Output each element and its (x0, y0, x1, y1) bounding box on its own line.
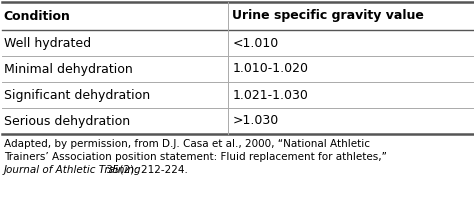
Text: >1.030: >1.030 (232, 115, 279, 127)
Text: Well hydrated: Well hydrated (4, 37, 91, 50)
Text: Adapted, by permission, from D.J. Casa et al., 2000, “National Athletic: Adapted, by permission, from D.J. Casa e… (4, 139, 370, 149)
Bar (2, 82, 473, 108)
Text: 35(2): 212-224.: 35(2): 212-224. (103, 165, 188, 175)
Text: Journal of Athletic Training: Journal of Athletic Training (4, 165, 141, 175)
Bar (2, 108, 473, 134)
Text: Significant dehydration: Significant dehydration (4, 88, 150, 102)
Text: 1.021-1.030: 1.021-1.030 (232, 88, 308, 102)
Text: Trainers’ Association position statement: Fluid replacement for athletes,”: Trainers’ Association position statement… (4, 152, 387, 162)
Text: 1.010-1.020: 1.010-1.020 (232, 62, 308, 75)
Bar (2, 2, 473, 30)
Text: <1.010: <1.010 (232, 37, 279, 50)
Text: Serious dehydration: Serious dehydration (4, 115, 130, 127)
Text: Minimal dehydration: Minimal dehydration (4, 62, 133, 75)
Bar (2, 56, 473, 82)
Text: Urine specific gravity value: Urine specific gravity value (232, 9, 424, 23)
Bar (2, 30, 473, 56)
Text: Condition: Condition (4, 9, 71, 23)
